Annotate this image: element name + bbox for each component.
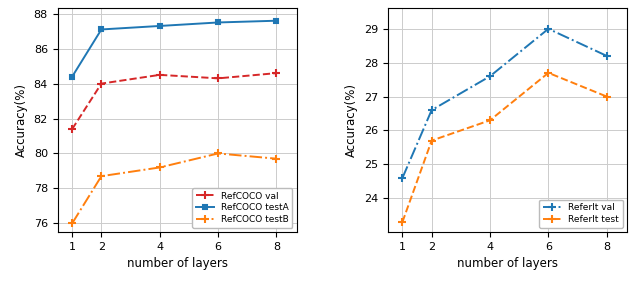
RefCOCO testA — [97, 28, 105, 31]
Y-axis label: Accuracy(%): Accuracy(%) — [15, 83, 28, 157]
RefCOCO testB — [156, 166, 164, 169]
ReferIt test — [603, 95, 611, 98]
Line: RefCOCO testB: RefCOCO testB — [68, 149, 281, 228]
ReferIt test — [428, 139, 435, 142]
X-axis label: number of layers: number of layers — [457, 257, 558, 270]
ReferIt val — [486, 74, 494, 78]
ReferIt val — [399, 176, 406, 179]
Y-axis label: Accuracy(%): Accuracy(%) — [346, 83, 358, 157]
RefCOCO testB — [273, 157, 280, 160]
RefCOCO testB — [68, 222, 76, 225]
RefCOCO testB — [97, 174, 105, 178]
RefCOCO testA — [214, 21, 222, 24]
ReferIt val — [428, 108, 435, 112]
RefCOCO val — [273, 71, 280, 75]
RefCOCO testA — [273, 19, 280, 22]
Line: RefCOCO testA: RefCOCO testA — [70, 19, 278, 79]
Line: ReferIt val: ReferIt val — [398, 25, 611, 182]
Line: RefCOCO val: RefCOCO val — [68, 69, 281, 133]
RefCOCO testA — [156, 24, 164, 28]
ReferIt test — [399, 220, 406, 224]
RefCOCO testB — [214, 152, 222, 155]
RefCOCO val — [156, 73, 164, 77]
RefCOCO val — [97, 82, 105, 85]
ReferIt test — [545, 71, 552, 74]
RefCOCO testA — [68, 75, 76, 78]
RefCOCO val — [68, 127, 76, 131]
RefCOCO val — [214, 77, 222, 80]
ReferIt test — [486, 119, 494, 122]
ReferIt val — [545, 27, 552, 31]
X-axis label: number of layers: number of layers — [127, 257, 228, 270]
Legend: RefCOCO val, RefCOCO testA, RefCOCO testB: RefCOCO val, RefCOCO testA, RefCOCO test… — [192, 188, 292, 228]
ReferIt val — [603, 54, 611, 58]
Legend: ReferIt val, ReferIt test: ReferIt val, ReferIt test — [540, 200, 623, 228]
Line: ReferIt test: ReferIt test — [398, 69, 611, 226]
